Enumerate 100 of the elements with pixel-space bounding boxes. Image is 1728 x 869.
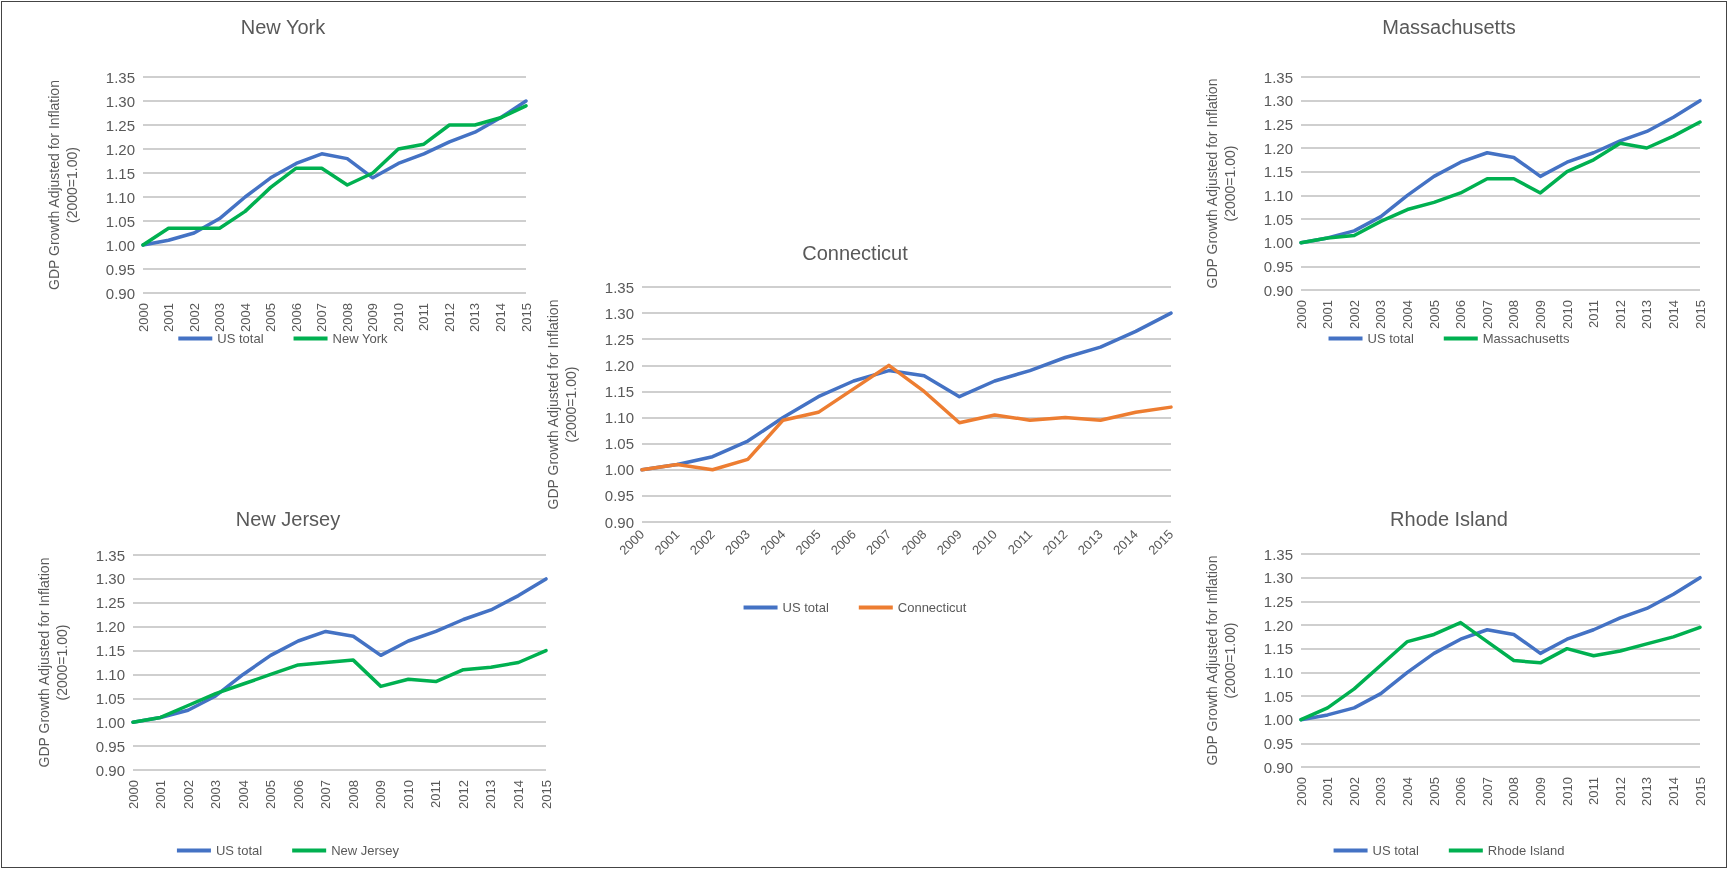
y-tick-label: 0.95 — [604, 487, 634, 505]
y-tick-label: 1.30 — [1263, 92, 1293, 110]
y-tick-label: 1.30 — [95, 570, 125, 588]
x-tick-label: 2008 — [1506, 777, 1522, 806]
x-tick-label: 2004 — [235, 780, 251, 809]
y-tick-label: 1.20 — [604, 356, 634, 374]
y-axis-title: GDP Growth Adjusted for Inflation (2000=1.00) — [545, 299, 579, 510]
x-tick-label: 2009 — [1532, 777, 1548, 806]
x-tick-label: 2005 — [1426, 300, 1442, 329]
legend-label: Rhode Island — [1487, 843, 1565, 858]
x-tick-label: 2014 — [1665, 300, 1681, 329]
legend-label: US total — [217, 331, 264, 346]
x-tick-label: 2015 — [1692, 777, 1708, 806]
x-tick-label: 2005 — [1426, 777, 1442, 806]
chart-title: Massachusetts — [1382, 16, 1516, 38]
y-tick-label: 1.00 — [95, 713, 125, 731]
y-tick-label: 1.10 — [105, 188, 135, 206]
x-tick-label: 2010 — [400, 780, 416, 809]
x-tick-label: 2006 — [290, 780, 306, 809]
x-tick-label: 2013 — [1639, 300, 1655, 329]
y-tick-label: 1.05 — [1263, 210, 1293, 228]
line-series — [640, 363, 1173, 472]
legend-label: US total — [1367, 331, 1414, 346]
x-tick-label: 2004 — [1399, 777, 1415, 806]
x-tick-label: 2006 — [1453, 300, 1469, 329]
x-tick-label: 2000 — [135, 303, 151, 332]
y-tick-label: 1.15 — [95, 642, 125, 660]
x-tick-label: 2009 — [1532, 300, 1548, 329]
x-tick-label: 2014 — [1665, 777, 1681, 806]
x-tick-label: 2011 — [1586, 777, 1602, 805]
y-tick-label: 1.15 — [105, 164, 135, 182]
legend-label: Massachusetts — [1482, 331, 1570, 346]
x-tick-label: 2007 — [1479, 300, 1495, 329]
x-tick-label: 2010 — [1559, 777, 1575, 806]
y-tick-label: 0.95 — [105, 260, 135, 278]
y-tick-label: 1.15 — [604, 382, 634, 400]
x-tick-label: 2013 — [467, 303, 483, 332]
y-tick-label: 1.35 — [1263, 68, 1293, 86]
x-tick-label: 2012 — [1612, 300, 1628, 329]
x-tick-label: 2001 — [1320, 777, 1336, 806]
y-tick-label: 0.95 — [1263, 734, 1293, 752]
y-tick-label: 1.00 — [1263, 711, 1293, 729]
x-tick-label: 2003 — [212, 303, 228, 332]
y-tick-label: 0.90 — [1263, 758, 1293, 776]
y-tick-label: 1.35 — [95, 546, 125, 564]
x-tick-label: 2001 — [161, 303, 177, 332]
x-tick-label: 2004 — [1399, 300, 1415, 329]
y-tick-label: 1.10 — [604, 409, 634, 427]
x-tick-label: 2010 — [1559, 300, 1575, 329]
y-tick-label: 1.15 — [1263, 163, 1293, 181]
x-tick-label: 2015 — [518, 303, 534, 332]
line-series — [1299, 620, 1702, 722]
x-tick-label: 2006 — [1453, 777, 1469, 806]
y-axis-title: GDP Growth Adjusted for Inflation (2000=1.00) — [1204, 78, 1238, 289]
y-tick-label: 1.10 — [1263, 186, 1293, 204]
x-tick-label: 2003 — [1373, 300, 1389, 329]
y-axis-title: GDP Growth Adjusted for Inflation (2000=1.00) — [1204, 555, 1238, 766]
y-tick-label: 1.05 — [95, 689, 125, 707]
x-tick-label: 2009 — [373, 780, 389, 809]
x-tick-label: 2003 — [208, 780, 224, 809]
y-tick-label: 1.30 — [1263, 569, 1293, 587]
x-tick-label: 2015 — [538, 780, 554, 809]
x-tick-label: 2001 — [153, 780, 169, 809]
y-tick-label: 1.05 — [105, 212, 135, 230]
y-axis-title: GDP Growth Adjusted for Inflation (2000=1.00) — [46, 80, 80, 290]
y-tick-label: 1.05 — [1263, 687, 1293, 705]
x-tick-label: 2012 — [1612, 777, 1628, 806]
x-tick-label: 2001 — [1320, 300, 1336, 329]
x-tick-label: 2007 — [1479, 777, 1495, 806]
x-tick-label: 2002 — [180, 780, 196, 809]
y-tick-label: 1.00 — [1263, 234, 1293, 252]
y-tick-label: 1.05 — [604, 435, 634, 453]
x-tick-label: 2000 — [125, 780, 141, 809]
x-tick-label: 2008 — [1506, 300, 1522, 329]
legend-label: New York — [332, 331, 388, 346]
chart-title: Rhode Island — [1390, 508, 1508, 530]
y-tick-label: 1.35 — [604, 278, 634, 296]
line-series — [131, 648, 548, 724]
legend-label: US total — [215, 843, 263, 858]
legend-label: Connecticut — [897, 600, 967, 615]
y-tick-label: 1.25 — [105, 116, 135, 134]
y-tick-label: 1.00 — [604, 461, 634, 479]
y-tick-label: 1.10 — [1263, 663, 1293, 681]
x-tick-label: 2003 — [1373, 777, 1389, 806]
y-tick-label: 0.90 — [105, 284, 135, 302]
y-tick-label: 1.25 — [1263, 592, 1293, 610]
y-tick-label: 1.20 — [1263, 616, 1293, 634]
x-tick-label: 2013 — [483, 780, 499, 809]
y-axis-title: GDP Growth Adjusted for Inflation (2000=1.00) — [36, 557, 70, 768]
x-tick-label: 2011 — [416, 303, 432, 331]
y-tick-label: 0.95 — [1263, 257, 1293, 275]
legend-label: US total — [1372, 843, 1419, 858]
y-tick-label: 0.90 — [95, 761, 125, 779]
x-tick-label: 2005 — [263, 303, 279, 332]
x-tick-label: 2013 — [1639, 777, 1655, 806]
x-tick-label: 2010 — [390, 303, 406, 332]
x-tick-label: 2009 — [365, 303, 381, 332]
y-tick-label: 1.30 — [604, 304, 634, 322]
y-tick-label: 1.15 — [1263, 640, 1293, 658]
x-tick-label: 2014 — [492, 303, 508, 332]
